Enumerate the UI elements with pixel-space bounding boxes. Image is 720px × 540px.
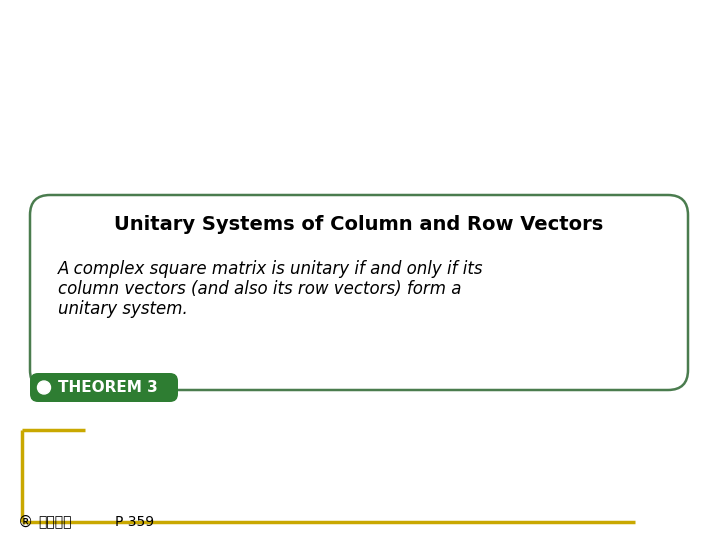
FancyBboxPatch shape: [30, 373, 178, 402]
FancyBboxPatch shape: [30, 195, 688, 390]
Text: A complex square matrix is unitary if and only if its: A complex square matrix is unitary if an…: [58, 260, 484, 278]
Text: 歐亞書局: 歐亞書局: [38, 515, 71, 529]
Text: Unitary Systems of Column and Row Vectors: Unitary Systems of Column and Row Vector…: [114, 215, 603, 234]
Text: unitary system.: unitary system.: [58, 300, 188, 318]
Text: THEOREM 3: THEOREM 3: [58, 380, 158, 395]
Text: column vectors (and also its row vectors) form a: column vectors (and also its row vectors…: [58, 280, 462, 298]
Text: ®: ®: [18, 515, 33, 530]
Circle shape: [37, 381, 50, 394]
Text: P 359: P 359: [115, 515, 154, 529]
